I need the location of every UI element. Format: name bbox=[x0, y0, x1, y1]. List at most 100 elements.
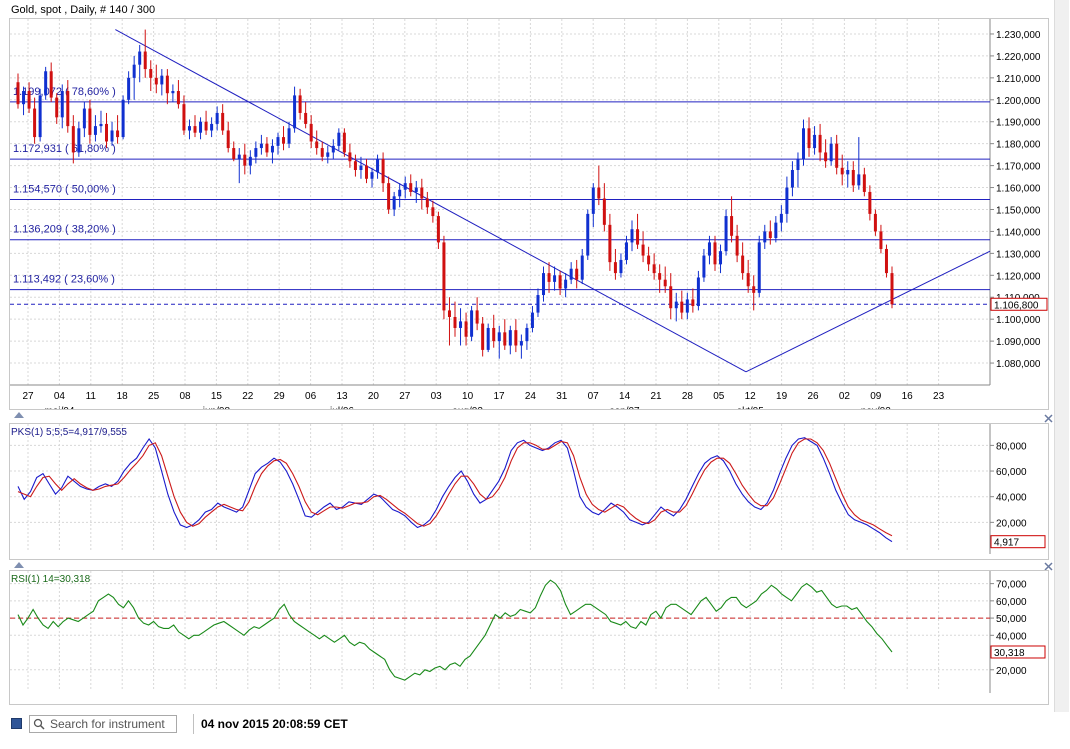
candle-body bbox=[796, 159, 800, 170]
x-tick-label: 06 bbox=[305, 391, 317, 402]
candle-body bbox=[829, 143, 833, 162]
current-value-marker bbox=[990, 645, 1046, 659]
status-bar: 04 nov 2015 20:08:59 CET bbox=[0, 712, 1070, 738]
candle-body bbox=[702, 255, 706, 278]
candle-body bbox=[359, 165, 363, 170]
search-input[interactable] bbox=[50, 717, 174, 731]
series-line bbox=[17, 438, 893, 537]
pane-separator[interactable] bbox=[9, 412, 1053, 423]
candle-body bbox=[608, 224, 612, 263]
candle-body bbox=[835, 143, 839, 168]
y-tick-label: 1.230,000 bbox=[996, 30, 1041, 41]
y-tick-label: 1.130,000 bbox=[996, 249, 1041, 260]
candle-body bbox=[813, 134, 817, 149]
y-tick-label: 1.080,000 bbox=[996, 359, 1041, 370]
current-value-label: 30,318 bbox=[994, 648, 1025, 659]
candle-body bbox=[342, 132, 346, 153]
candle-body bbox=[680, 301, 684, 313]
candle-body bbox=[873, 213, 877, 232]
candle-body bbox=[110, 130, 114, 142]
candle-body bbox=[879, 231, 883, 249]
candle-body bbox=[282, 137, 286, 144]
candle-body bbox=[624, 242, 628, 260]
candle-body bbox=[425, 198, 429, 208]
pks-indicator-svg[interactable]: 80,000 60,000 40,000 20,000 PKS(1) 5;5;5=4,9… bbox=[10, 424, 1048, 559]
x-tick-label: 12 bbox=[745, 391, 757, 402]
candle-body bbox=[453, 316, 457, 328]
candle-body bbox=[171, 91, 175, 94]
candle-body bbox=[353, 161, 357, 170]
price-chart-svg[interactable]: 1.230,000 1.220,000 1.210,000 1.200,000 1.19… bbox=[10, 19, 1048, 417]
x-tick-label: 20 bbox=[368, 391, 380, 402]
x-tick-label: 05 bbox=[713, 391, 725, 402]
current-price-marker bbox=[990, 297, 1048, 311]
candle-body bbox=[243, 154, 247, 166]
candle-body bbox=[66, 91, 70, 127]
timestamp: 04 nov 2015 20:08:59 CET bbox=[201, 717, 348, 731]
rsi-indicator-pane[interactable]: 70,000 60,000 50,000 40,000 20,000 RSI(1) 14=… bbox=[9, 570, 1049, 705]
y-tick-label: 1.140,000 bbox=[996, 227, 1041, 238]
candle-body bbox=[497, 332, 501, 342]
candle-body bbox=[818, 134, 822, 153]
x-tick-label: 21 bbox=[650, 391, 662, 402]
candle-body bbox=[674, 301, 678, 309]
pane-separator[interactable] bbox=[9, 560, 1053, 571]
search-box[interactable] bbox=[29, 715, 177, 733]
rsi-indicator-svg[interactable]: 70,000 60,000 50,000 40,000 20,000 RSI(1) 14=… bbox=[10, 571, 1048, 704]
candle-body bbox=[851, 169, 855, 186]
candle-body bbox=[409, 183, 413, 192]
candle-body bbox=[801, 128, 805, 160]
candle-body bbox=[575, 268, 579, 280]
candle-body bbox=[746, 273, 750, 287]
collapse-up-icon[interactable] bbox=[14, 412, 24, 418]
candle-body bbox=[121, 99, 125, 138]
y-tick-label: 1.200,000 bbox=[996, 96, 1041, 107]
candle-body bbox=[685, 299, 689, 313]
collapse-up-icon[interactable] bbox=[14, 562, 24, 568]
candle-body bbox=[414, 187, 418, 192]
candle-body bbox=[215, 112, 219, 124]
candle-body bbox=[741, 255, 745, 274]
candle-body bbox=[857, 174, 861, 186]
candle-body bbox=[55, 97, 59, 118]
x-tick-label: 16 bbox=[902, 391, 914, 402]
search-icon bbox=[33, 718, 45, 730]
candle-body bbox=[33, 108, 37, 138]
candle-body bbox=[619, 259, 623, 274]
candle-body bbox=[602, 198, 606, 225]
x-tick-label: 19 bbox=[776, 391, 788, 402]
vertical-scrollbar[interactable] bbox=[1054, 0, 1069, 712]
candle-body bbox=[387, 183, 391, 210]
y-tick-label: 60,000 bbox=[996, 467, 1027, 478]
candle-body bbox=[60, 91, 64, 118]
current-value-label: 4,917 bbox=[994, 538, 1019, 549]
candle-body bbox=[486, 327, 490, 350]
candle-body bbox=[265, 143, 269, 153]
pks-indicator-pane[interactable]: 80,000 60,000 40,000 20,000 PKS(1) 5;5;5=4,9… bbox=[9, 423, 1049, 560]
candle-body bbox=[514, 330, 518, 346]
candle-body bbox=[564, 279, 568, 289]
y-tick-label: 1.120,000 bbox=[996, 271, 1041, 282]
y-tick-label: 40,000 bbox=[996, 631, 1027, 642]
fib-level-label: 1.172,931 ( 61,80% ) bbox=[13, 143, 116, 155]
candle-body bbox=[127, 77, 131, 100]
candle-body bbox=[658, 273, 662, 280]
candle-body bbox=[276, 137, 280, 146]
candle-body bbox=[768, 231, 772, 239]
candle-body bbox=[154, 77, 158, 85]
candle-body bbox=[315, 141, 319, 149]
candle-body bbox=[93, 126, 97, 135]
candle-body bbox=[536, 295, 540, 313]
candle-body bbox=[105, 123, 109, 142]
candle-body bbox=[304, 112, 308, 124]
candle-body bbox=[652, 264, 656, 274]
candle-body bbox=[730, 216, 734, 236]
candle-body bbox=[320, 148, 324, 157]
candle-body bbox=[807, 128, 811, 149]
candle-body bbox=[248, 156, 252, 166]
x-tick-label: 23 bbox=[933, 391, 945, 402]
stop-button[interactable] bbox=[11, 718, 22, 729]
price-chart-pane[interactable]: 1.230,000 1.220,000 1.210,000 1.200,000 1.19… bbox=[9, 18, 1049, 417]
x-tick-label: 31 bbox=[556, 391, 568, 402]
